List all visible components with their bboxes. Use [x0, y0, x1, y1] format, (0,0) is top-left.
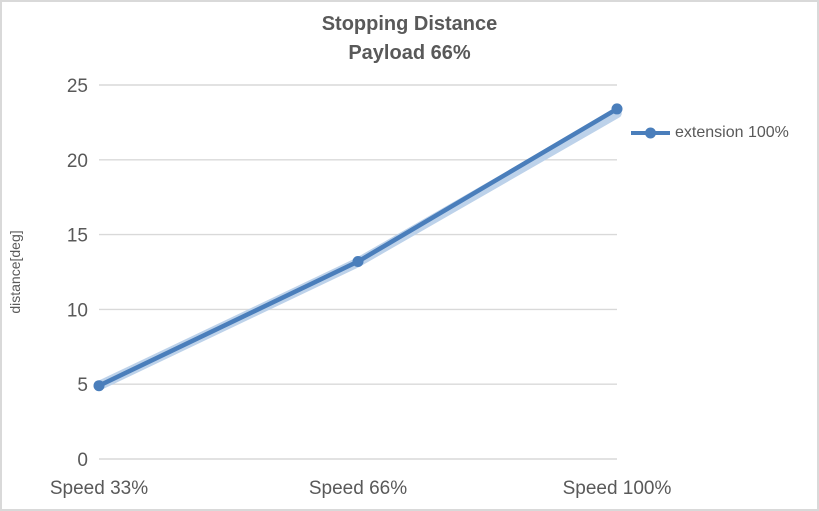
chart-title-line1: Stopping Distance [321, 13, 498, 35]
data-point-marker [93, 380, 105, 392]
data-point-marker [352, 256, 364, 268]
y-tick-label: 20 [67, 151, 88, 172]
chart-title: Stopping Distance Payload 66% [2, 10, 817, 68]
y-tick-label: 15 [67, 226, 88, 247]
y-tick-label: 5 [77, 375, 88, 396]
legend-label: extension 100% [675, 124, 789, 141]
y-tick-label: 10 [67, 300, 88, 321]
legend-dot [645, 127, 656, 139]
gridlines [99, 84, 617, 460]
legend: extension 100% [629, 124, 789, 142]
x-category-label: Speed 66% [309, 478, 407, 499]
chart-title-line2: Payload 66% [348, 42, 471, 64]
y-tick-label: 0 [77, 450, 88, 471]
x-category-label: Speed 33% [50, 478, 148, 499]
y-axis-tick-labels: 0 5 10 15 20 25 [67, 76, 88, 471]
x-category-label: Speed 100% [563, 478, 672, 499]
y-tick-label: 25 [67, 76, 88, 97]
series-lines [93, 103, 623, 392]
legend-marker-icon [631, 127, 670, 139]
x-axis-category-labels: Speed 33% Speed 66% Speed 100% [50, 478, 672, 499]
data-point-marker [611, 103, 623, 115]
